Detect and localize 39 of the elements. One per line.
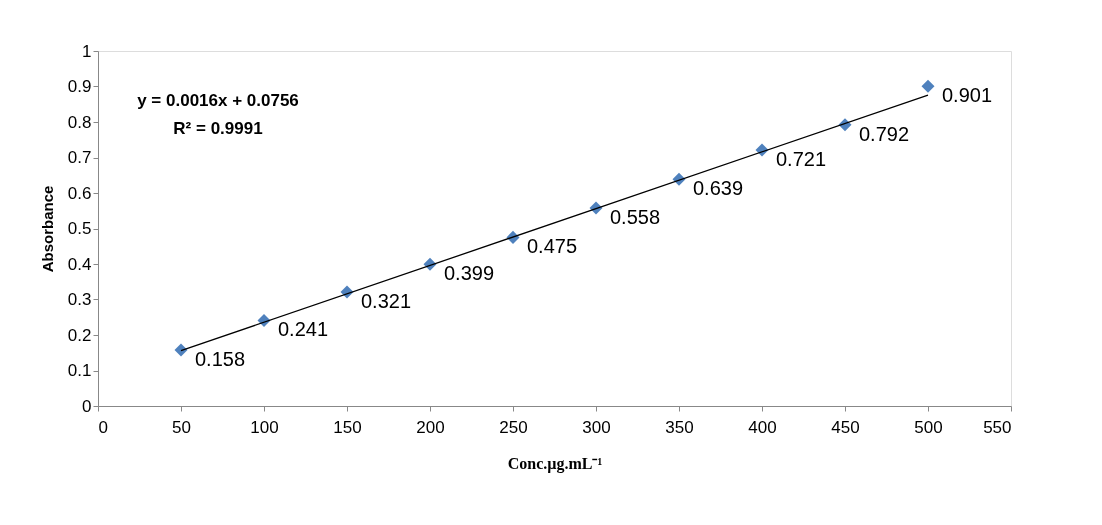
data-label: 0.792 [859,122,910,145]
x-tick-label: 50 [172,417,191,437]
x-tick-label: 550 [983,417,1012,437]
data-label: 0.475 [527,235,578,258]
x-tick-label: 0 [98,417,108,437]
x-tick-label: 500 [914,417,943,437]
data-label: 0.901 [942,84,993,107]
data-label: 0.639 [693,177,744,200]
annotation: R² = 0.9991 [173,119,263,138]
point [174,343,188,357]
y-tick-label: 0.6 [67,183,92,203]
x-tick-label: 250 [499,417,528,437]
y-tick-label: 0.2 [67,325,92,345]
y-tick-label: 0.3 [67,290,92,309]
x-axis-title: Conc.µg.mL⁻¹ [507,454,603,473]
x-tick-label: 150 [333,417,362,437]
x-tick-label: 400 [748,417,777,437]
x-tick-label: 350 [665,417,694,437]
annotation: y = 0.0016x + 0.0756 [137,91,299,110]
y-tick-label: 0.1 [67,361,92,380]
y-tick-label: 0 [82,396,92,416]
y-tick-label: 0.4 [67,254,92,274]
y-tick-label: 0.7 [67,148,92,167]
point [921,79,935,93]
y-tick-label: 0.8 [67,112,92,132]
data-label: 0.721 [776,148,827,171]
y-axis-title: Absorbance [38,185,56,273]
x-tick-label: 200 [416,417,445,437]
data-label: 0.158 [195,347,246,370]
y-tick-label: 0.9 [67,77,92,96]
y-tick-label: 0.5 [67,219,92,238]
data-label: 0.399 [444,262,495,285]
data-label: 0.558 [610,205,661,228]
data-label: 0.321 [361,290,412,313]
data-label: 0.241 [278,318,329,341]
x-tick-label: 450 [831,417,860,437]
x-tick-label: 100 [250,417,279,437]
x-tick-label: 300 [582,417,611,437]
y-tick-label: 1 [82,41,92,61]
